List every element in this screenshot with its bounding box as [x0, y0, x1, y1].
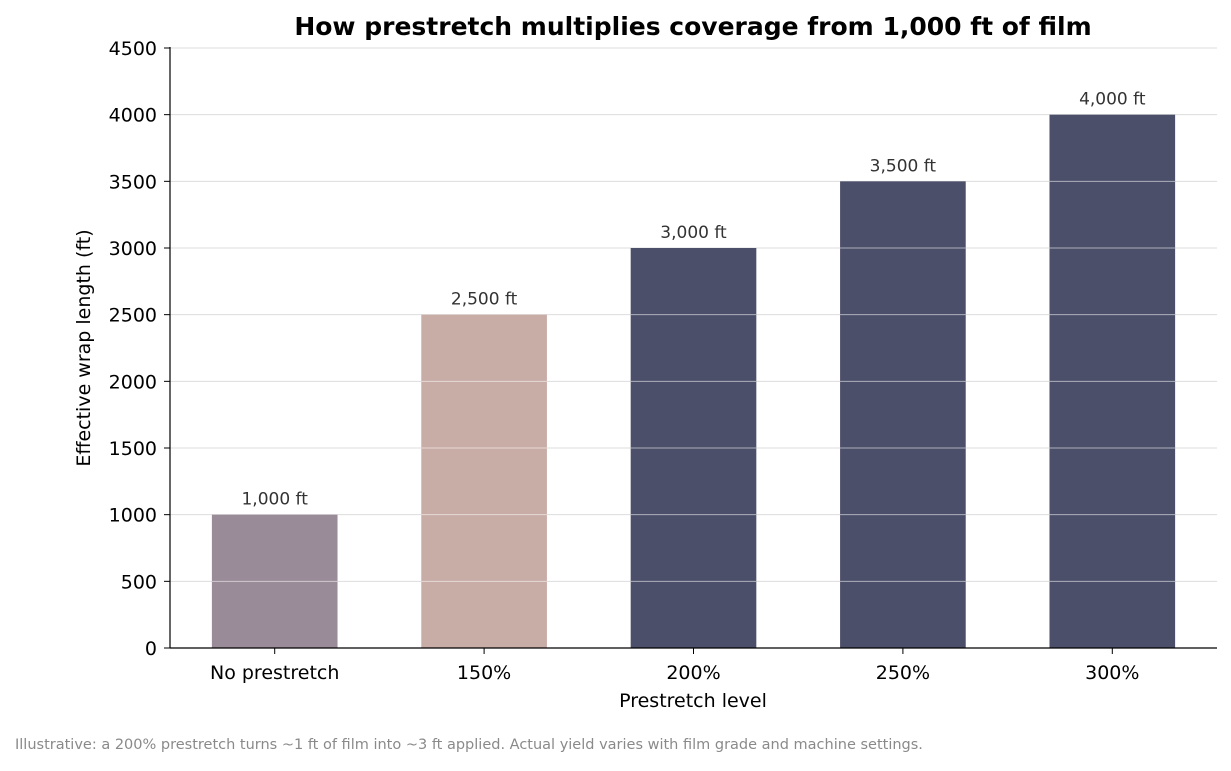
x-axis-label: Prestretch level	[619, 690, 767, 712]
y-tick-label: 4500	[109, 38, 157, 60]
footnote: Illustrative: a 200% prestretch turns ~1…	[15, 737, 923, 753]
data-label: 2,500 ft	[451, 290, 518, 310]
x-tick-label: No prestretch	[210, 662, 339, 684]
x-tick-label: 250%	[876, 662, 930, 684]
data-label: 3,000 ft	[660, 223, 727, 243]
data-label: 3,500 ft	[870, 156, 937, 176]
axes	[164, 47, 1217, 654]
bar-150	[421, 314, 547, 648]
y-axis-label: Effective wrap length (ft)	[73, 229, 95, 466]
y-tick-label: 3000	[109, 238, 157, 260]
y-tick-label: 1000	[109, 505, 157, 527]
x-tick-label: 200%	[666, 662, 720, 684]
tick-labels: 0 500 1000 1500 2000 2500 3000 3500 4000 4500 No p…	[109, 38, 1140, 684]
gridlines-over-bars	[211, 180, 1176, 582]
y-tick-label: 500	[121, 571, 157, 593]
x-tick-label: 300%	[1085, 662, 1139, 684]
data-labels: 1,000 ft 2,500 ft 3,000 ft 3,500 ft 4,000 ft	[241, 90, 1145, 510]
y-tick-label: 3500	[109, 171, 157, 193]
y-tick-label: 2000	[109, 371, 157, 393]
y-tick-label: 2500	[109, 305, 157, 327]
data-label: 4,000 ft	[1079, 90, 1146, 110]
chart-title: How prestretch multiplies coverage from …	[294, 12, 1091, 41]
x-tick-label: 150%	[457, 662, 511, 684]
data-label: 1,000 ft	[241, 490, 308, 510]
y-tick-label: 4000	[109, 105, 157, 127]
y-tick-label: 1500	[109, 438, 157, 460]
y-tick-label: 0	[145, 638, 157, 660]
bar-250	[840, 181, 966, 649]
